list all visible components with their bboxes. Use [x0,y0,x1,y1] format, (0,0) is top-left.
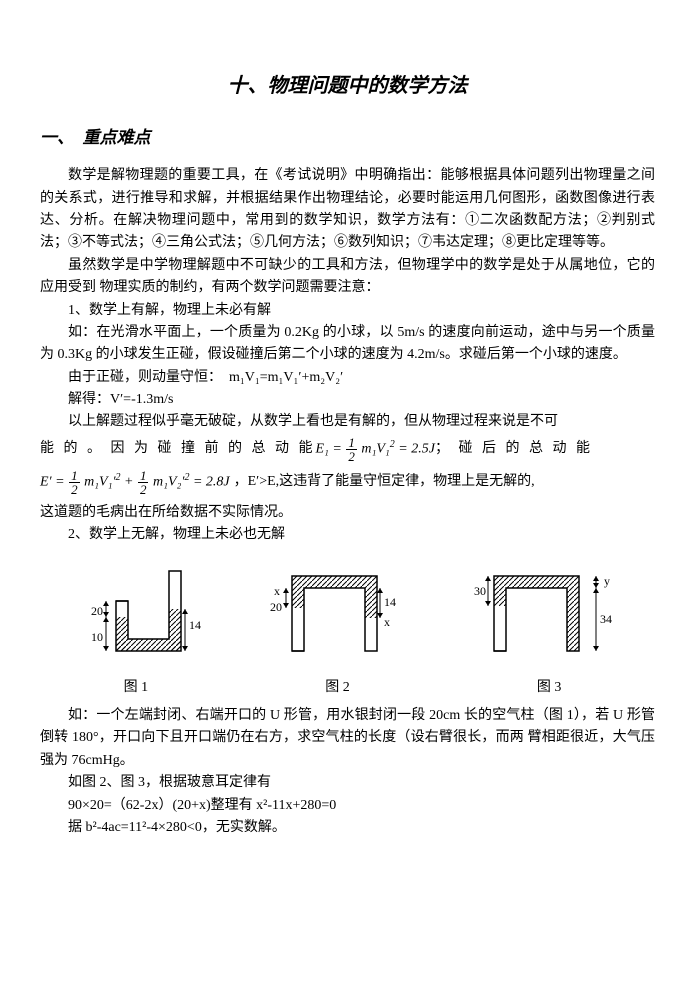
eq1-den: 2 [346,450,357,463]
figure-3-caption: 图 3 [464,677,634,699]
figure-2: x 20 14 x 图 2 [252,561,422,699]
fig3-label-34: 34 [600,612,612,626]
paragraph-U-a: 如：一个左端封闭、右端开口的 U 形管，用水银封闭一段 20cm 长的空气柱（图… [40,705,655,772]
section-heading-1: 一、 重点难点 [40,124,655,151]
fig1-label-14: 14 [189,618,201,632]
figure-2-caption: 图 2 [252,677,422,699]
figure-3: 30 y 34 图 3 [464,561,634,699]
doc-title: 十、物理问题中的数学方法 [40,70,655,102]
paragraph-1: 数学是解物理题的重要工具，在《考试说明》中明确指出：能够根据具体问题列出物理量之… [40,165,655,255]
eq2-expr: E′ = 12 m₁V₁′2 + 12 m₁V₂′2 = 2.8J [40,469,230,496]
figure-3-svg: 30 y 34 [464,561,634,671]
paragraph-U-b: 如图 2、图 3，根据玻意耳定律有 [40,772,655,794]
eq2-e2: 2 [184,472,189,483]
eq2-e1: 2 [116,472,121,483]
eq2-frac2: 12 [138,469,149,496]
eq2-f1n: 1 [69,469,80,483]
fig2-label-14: 14 [384,595,396,609]
eq1-num: 1 [346,436,357,450]
fig3-label-y: y [604,574,610,588]
paragraph-U-d: 据 b²-4ac=11²-4×280<0，无实数解。 [40,817,655,839]
eq2-plus: + [124,475,133,490]
eq1-m: m₁V₁ [361,442,389,457]
figure-1: 20 10 14 图 1 [61,561,211,699]
eq1-expr: E₁ = 12 m₁V₁2 = 2.5J [316,436,435,463]
figure-1-caption: 图 1 [61,677,211,699]
fig1-label-10: 10 [91,630,103,644]
paragraph-3: 1、数学上有解，物理上未必有解 [40,300,655,322]
eq2-label: E′ = [40,475,65,490]
eq2-f2d: 2 [138,483,149,496]
eq2-t2: m₁V₂′ [153,475,184,490]
eq2-f1d: 2 [69,483,80,496]
page-content: 十、物理问题中的数学方法 一、 重点难点 数学是解物理题的重要工具，在《考试说明… [0,0,695,879]
eq2-t1: m₁V₁′ [84,475,115,490]
equation-line-1: 能 的 。 因 为 碰 撞 前 的 总 动 能 E₁ = 12 m₁V₁2 = … [40,436,655,463]
eq2-frac1: 12 [69,469,80,496]
fig3-label-30: 30 [474,584,486,598]
figure-1-svg: 20 10 14 [61,561,211,671]
eq2-val: = 2.8J [193,475,230,490]
eq1-label: E₁ = [316,442,342,457]
equation-line-2: E′ = 12 m₁V₁′2 + 12 m₁V₂′2 = 2.8J ，E′>E,… [40,469,655,496]
eq1-pre: 能 的 。 因 为 碰 撞 前 的 总 动 能 [40,438,316,460]
paragraph-7: 以上解题过程似乎毫无破碇，从数学上看也是有解的，但从物理过程来说是不可 [40,411,655,433]
paragraph-11: 2、数学上无解，物理上未必也无解 [40,524,655,546]
paragraph-10: 这道题的毛病出在所给数据不实际情况。 [40,502,655,524]
eq1-post: ； 碰 后 的 总 动 能 [435,438,593,460]
eq2-post: ，E′>E,这违背了能量守恒定律，物理上是无解的, [234,471,535,493]
eq2-f2n: 1 [138,469,149,483]
paragraph-4: 如：在光滑水平面上，一个质量为 0.2Kg 的小球，以 5m/s 的速度向前运动… [40,322,655,367]
paragraph-2: 虽然数学是中学物理解题中不可缺少的工具和方法，但物理学中的数学是处于从属地位，它… [40,255,655,300]
eq1-frac: 12 [346,436,357,463]
fig1-label-20: 20 [91,604,103,618]
fig2-label-20: 20 [270,600,282,614]
fig2-label-x2: x [384,615,390,629]
figure-row: 20 10 14 图 1 [40,561,655,699]
figure-2-svg: x 20 14 x [252,561,422,671]
paragraph-6: 解得：V′=-1.3m/s [40,389,655,411]
fig2-label-x1: x [274,584,280,598]
paragraph-5: 由于正碰，则动量守恒： m₁V₁=m₁V₁′+m₂V₂′ [40,367,655,389]
eq1-val: = 2.5J [398,442,435,457]
paragraph-U-c: 90×20=（62-2x）(20+x)整理有 x²-11x+280=0 [40,795,655,817]
eq1-exp: 2 [390,439,395,450]
